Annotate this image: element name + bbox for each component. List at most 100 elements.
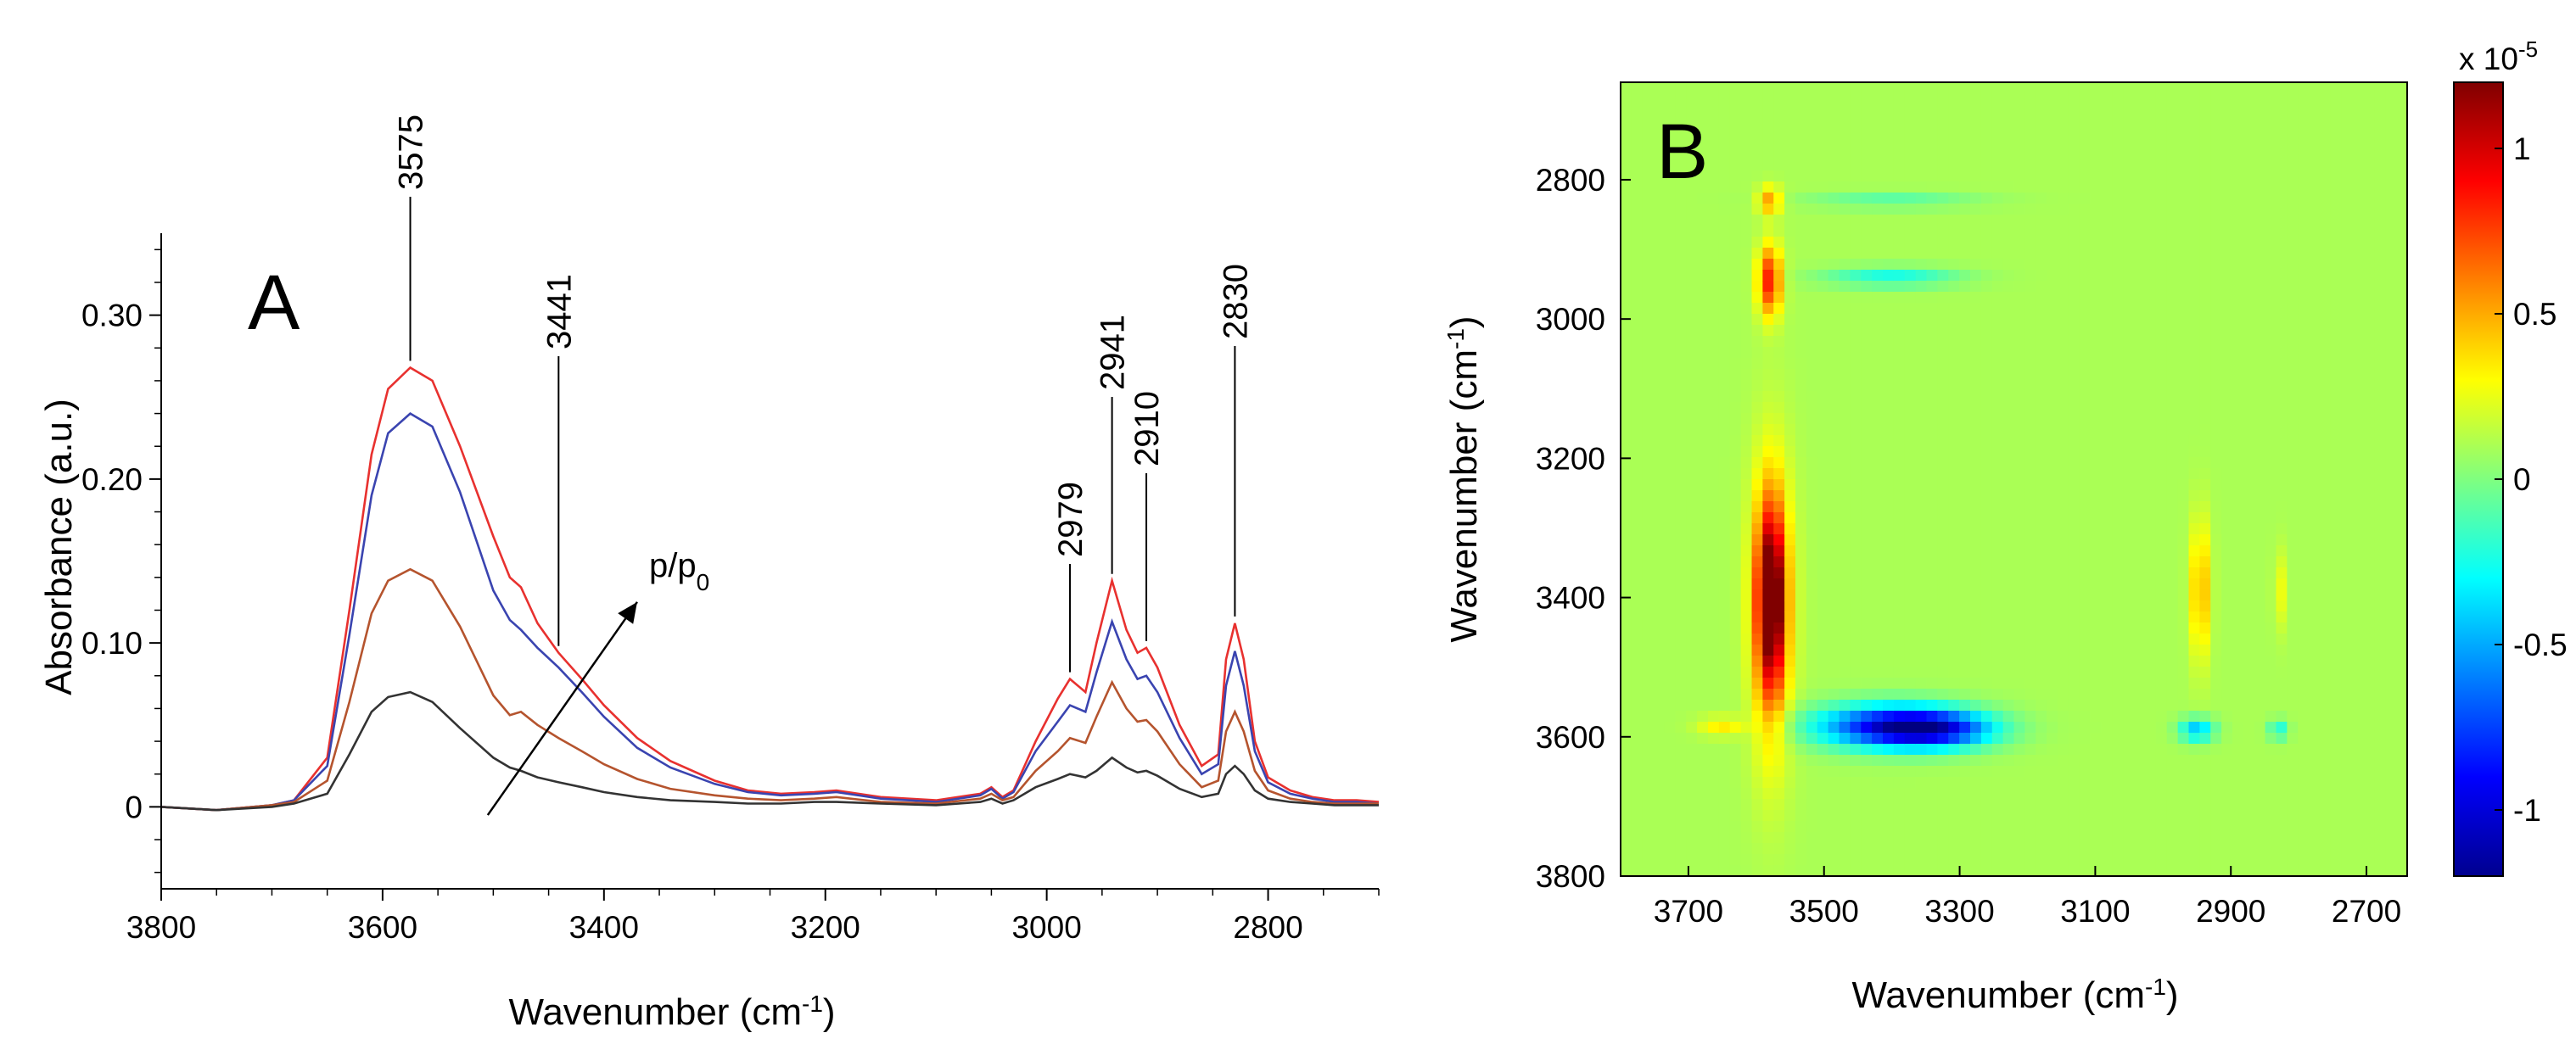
b-heatmap-cell [1883, 744, 1895, 756]
b-heatmap-cell [1718, 810, 1731, 822]
b-heatmap-cell [2036, 501, 2047, 513]
b-heatmap-cell [2199, 523, 2211, 535]
b-heatmap-cell [2079, 854, 2092, 866]
b-heatmap-cell [2123, 148, 2135, 160]
b-heatmap-cell [2166, 545, 2179, 557]
b-heatmap-cell [1751, 226, 1763, 237]
b-heatmap-cell [1773, 479, 1785, 491]
b-heatmap-cell [2112, 148, 2124, 160]
b-heatmap-cell [2221, 82, 2233, 94]
b-heatmap-cell [1937, 832, 1949, 844]
b-heatmap-cell [1675, 259, 1687, 271]
b-heatmap-cell [1729, 777, 1742, 789]
b-heatmap-cell [2166, 501, 2179, 513]
b-heatmap-cell [1729, 446, 1742, 458]
b-heatmap-cell [1948, 854, 1960, 866]
b-heatmap-cell [1926, 435, 1938, 447]
b-heatmap-cell [2330, 358, 2343, 370]
b-heatmap-cell [2123, 656, 2135, 667]
b-heatmap-cell [2232, 622, 2244, 634]
b-heatmap-cell [2013, 799, 2025, 811]
b-heatmap-cell [2221, 314, 2233, 326]
b-heatmap-cell [2298, 369, 2310, 381]
b-heatmap-cell [1991, 457, 2004, 469]
b-heatmap-cell [1784, 137, 1796, 149]
b-heatmap-cell [2298, 689, 2310, 701]
b-heatmap-cell [2058, 722, 2069, 734]
b-heatmap-cell [1915, 347, 1928, 359]
b-heatmap-cell [1817, 556, 1829, 568]
b-heatmap-cell [2068, 446, 2080, 458]
b-heatmap-cell [1861, 622, 1873, 634]
b-heatmap-cell [1784, 468, 1796, 480]
b-heatmap-cell [1697, 678, 1709, 689]
b-heatmap-cell [2101, 865, 2113, 877]
b-heatmap-cell [1980, 645, 1993, 656]
b-heatmap-cell [2210, 865, 2222, 877]
b-heatmap-cell [1795, 148, 1807, 160]
b-heatmap-cell [2298, 82, 2310, 94]
b-heatmap-cell [2123, 700, 2135, 712]
b-heatmap-cell [1937, 656, 1949, 667]
b-heatmap-cell [1762, 215, 1774, 226]
b-heatmap-cell [1926, 667, 1938, 678]
b-heatmap-cell [2243, 722, 2255, 734]
b-heatmap-cell [1904, 237, 1917, 248]
b-heatmap-cell [1773, 204, 1785, 215]
b-heatmap-cell [1948, 468, 1960, 480]
b-heatmap-cell [2145, 270, 2157, 282]
b-heatmap-cell [2058, 369, 2069, 381]
b-heatmap-cell [2145, 600, 2157, 612]
b-heatmap-cell [1795, 82, 1807, 94]
b-heatmap-cell [1806, 336, 1818, 348]
b-heatmap-cell [1729, 788, 1742, 800]
b-heatmap-cell [2330, 556, 2343, 568]
b-heatmap-cell [2068, 799, 2080, 811]
b-heatmap-cell [2254, 435, 2266, 447]
b-heatmap-cell [1828, 424, 1840, 436]
b-heatmap-cell [2210, 413, 2222, 425]
b-heatmap-cell [1784, 391, 1796, 403]
b-heatmap-cell [1861, 159, 1873, 171]
b-heatmap-cell [2188, 336, 2200, 348]
b-heatmap-cell [2002, 170, 2015, 182]
b-heatmap-cell [2243, 810, 2255, 822]
b-heatmap-cell [1697, 799, 1709, 811]
b-heatmap-cell [1795, 181, 1807, 193]
b-heatmap-cell [1861, 126, 1873, 138]
b-heatmap-cell [1850, 634, 1862, 645]
b-heatmap-cell [2276, 733, 2288, 745]
b-heatmap-cell [2254, 126, 2266, 138]
b-heatmap-cell [1861, 369, 1873, 381]
b-heatmap-cell [1762, 656, 1774, 667]
b-heatmap-cell [1631, 832, 1644, 844]
b-heatmap-cell [2221, 733, 2233, 745]
b-heatmap-cell [1883, 567, 1895, 579]
b-heatmap-cell [2166, 733, 2179, 745]
b-heatmap-cell [2341, 380, 2354, 392]
b-heatmap-cell [2024, 634, 2036, 645]
b-heatmap-cell [1970, 380, 1982, 392]
b-heatmap-cell [2320, 810, 2332, 822]
b-heatmap-cell [2047, 634, 2058, 645]
b-heatmap-cell [2287, 413, 2299, 425]
b-heatmap-cell [2134, 457, 2146, 469]
b-heatmap-cell [1708, 545, 1720, 557]
b-heatmap-cell [1872, 512, 1884, 524]
b-heatmap-cell [2068, 435, 2080, 447]
b-heatmap-cell [1718, 181, 1731, 193]
b-heatmap-cell [1817, 523, 1829, 535]
b-heatmap-cell [2112, 181, 2124, 193]
b-heatmap-cell [2352, 810, 2365, 822]
b-heatmap-cell [2199, 865, 2211, 877]
b-heatmap-cell [2002, 523, 2015, 535]
b-heatmap-cell [1926, 556, 1938, 568]
b-heatmap-cell [2002, 744, 2015, 756]
b-heatmap-cell [1697, 611, 1709, 623]
b-heatmap-cell [2254, 600, 2266, 612]
b-heatmap-cell [2036, 446, 2047, 458]
b-heatmap-cell [1872, 424, 1884, 436]
b-heatmap-cell [2287, 622, 2299, 634]
b-heatmap-cell [2309, 479, 2321, 491]
b-heatmap-cell [1817, 303, 1829, 315]
